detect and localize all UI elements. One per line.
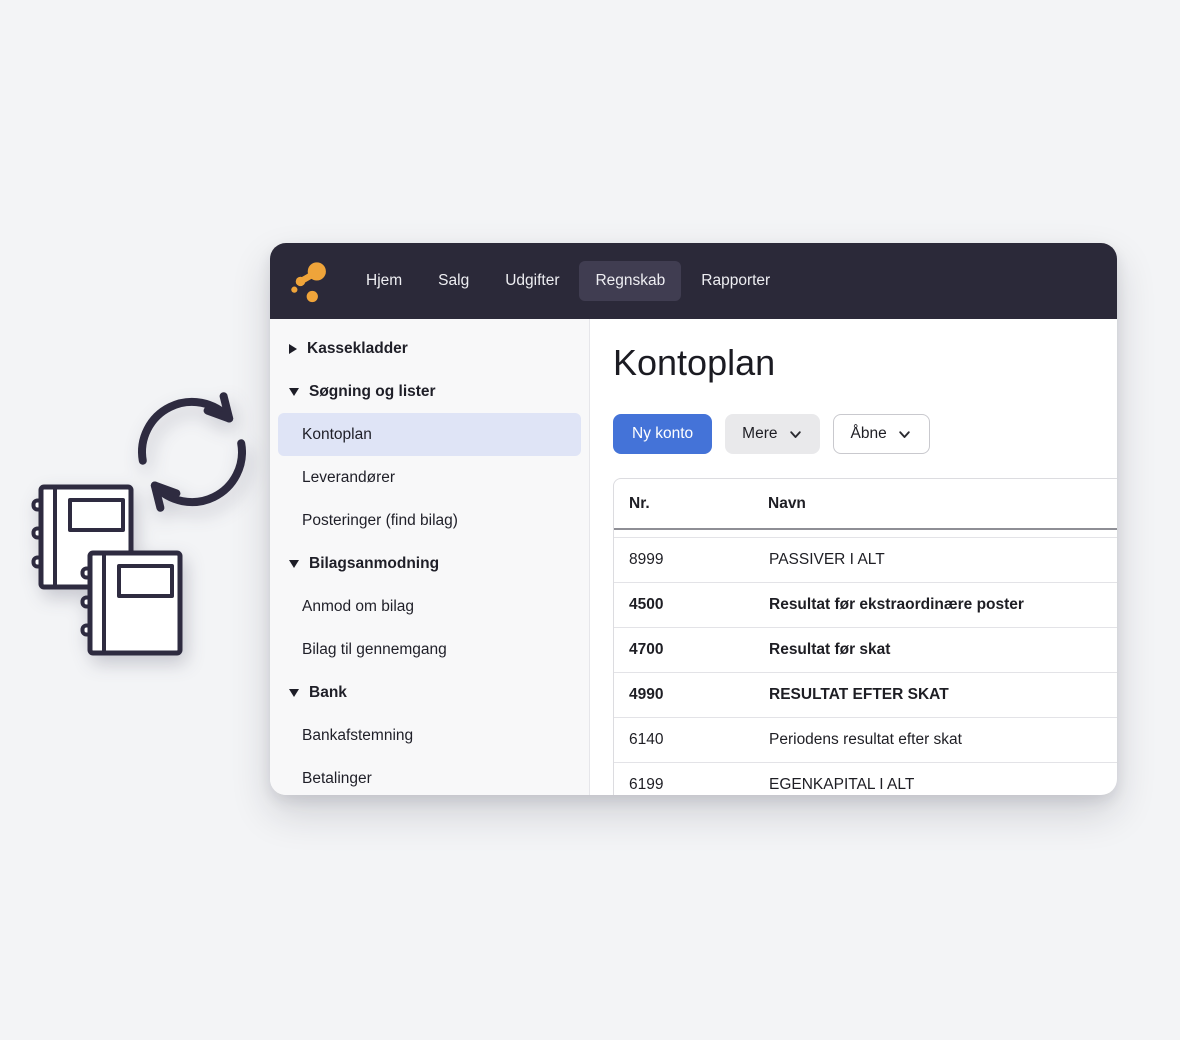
open-button-label: Åbne	[850, 425, 887, 442]
nav-item-salg[interactable]: Salg	[438, 272, 470, 289]
chevron-down-icon	[898, 430, 910, 438]
triangle-down-icon	[289, 559, 299, 568]
nav-item-regnskab[interactable]: Regnskab	[579, 261, 682, 301]
sidebar-item-leverandører[interactable]: Leverandører	[278, 456, 581, 499]
triangle-down-icon	[289, 387, 299, 396]
account-row-6140[interactable]: 6140 Periodens resultat efter skat	[614, 717, 1117, 763]
sync-arrows-icon	[138, 392, 246, 512]
account-number-cell: 4990	[614, 672, 768, 718]
new-account-button[interactable]: Ny konto	[613, 414, 713, 454]
sidebar-item-label: Bilagsanmodning	[309, 554, 440, 572]
accounts-table: Nr. Navn 8999 PASSIVER I ALT 4500 Resultat …	[613, 478, 1117, 795]
sync-notebooks-illustration	[28, 390, 253, 665]
account-row-8999[interactable]: 8999 PASSIVER I ALT	[614, 537, 1117, 583]
accounts-table-body: 8999 PASSIVER I ALT 4500 Resultat før ekstr…	[614, 529, 1117, 795]
sidebar-item-label: Leverandører	[302, 468, 396, 486]
account-name-cell: PASSIVER I ALT	[768, 537, 1117, 583]
account-name-cell: EGENKAPITAL I ALT	[768, 762, 1117, 795]
sidebar-item-posteringer-find-bilag[interactable]: Posteringer (find bilag)	[278, 499, 581, 542]
more-button[interactable]: Mere	[725, 414, 820, 454]
sidebar-item-label: Anmod om bilag	[302, 597, 415, 615]
sidebar-item-label: Bank	[309, 683, 347, 701]
triangle-down-icon	[289, 688, 299, 697]
account-name-cell: Periodens resultat efter skat	[768, 717, 1117, 763]
sidebar-item-label: Betalinger	[302, 769, 372, 787]
nav-item-hjem[interactable]: Hjem	[366, 272, 403, 289]
sidebar-item-label: Søgning og lister	[309, 382, 436, 400]
sidebar-item-label: Kassekladder	[307, 339, 408, 357]
sidebar: Kassekladder Søgning og lister Kontoplan Le…	[270, 319, 590, 795]
account-name-cell: Resultat før skat	[768, 627, 1117, 673]
account-row-4990[interactable]: 4990 RESULTAT EFTER SKAT	[614, 672, 1117, 718]
sidebar-item-label: Bankafstemning	[302, 726, 414, 744]
sidebar-item-bankafstemning[interactable]: Bankafstemning	[278, 714, 581, 757]
account-name-cell: RESULTAT EFTER SKAT	[768, 672, 1117, 718]
sidebar-item-betalinger[interactable]: Betalinger	[278, 757, 581, 795]
table-partial-scrolled-row	[614, 529, 1117, 538]
more-button-label: Mere	[742, 425, 778, 442]
nav-item-rapporter[interactable]: Rapporter	[701, 272, 771, 289]
top-navbar: Hjem Salg Udgifter Regnskab Rapporter	[270, 243, 1117, 319]
sidebar-item-bank[interactable]: Bank	[278, 671, 581, 714]
column-header-nr[interactable]: Nr.	[614, 479, 768, 530]
open-button[interactable]: Åbne	[832, 414, 930, 454]
account-number-cell: 4700	[614, 627, 768, 673]
new-account-button-label: Ny konto	[632, 425, 694, 442]
account-row-4700[interactable]: 4700 Resultat før skat	[614, 627, 1117, 673]
account-name-cell: Resultat før ekstraordinære poster	[768, 582, 1117, 628]
sidebar-item-kassekladder[interactable]: Kassekladder	[278, 327, 581, 370]
sidebar-item-anmod-om-bilag[interactable]: Anmod om bilag	[278, 585, 581, 628]
chevron-down-icon	[789, 430, 801, 438]
sidebar-item-kontoplan[interactable]: Kontoplan	[278, 413, 581, 456]
column-header-navn[interactable]: Navn	[768, 479, 1117, 530]
main-content: Kontoplan Ny konto Mere Åbne	[590, 319, 1117, 795]
sidebar-item-label: Posteringer (find bilag)	[302, 511, 458, 529]
sidebar-item-bilag-til-gennemgang[interactable]: Bilag til gennemgang	[278, 628, 581, 671]
triangle-right-icon	[289, 343, 297, 354]
toolbar: Ny konto Mere Åbne	[613, 414, 1117, 454]
sidebar-item-bilagsanmodning[interactable]: Bilagsanmodning	[278, 542, 581, 585]
account-row-6199[interactable]: 6199 EGENKAPITAL I ALT	[614, 762, 1117, 795]
sidebar-item-label: Bilag til gennemgang	[302, 640, 447, 658]
app-window: Hjem Salg Udgifter Regnskab Rapporter Kassek…	[270, 243, 1117, 795]
sidebar-item-label: Kontoplan	[302, 425, 372, 443]
account-row-4500[interactable]: 4500 Resultat før ekstraordinære poster	[614, 582, 1117, 628]
table-header-row: Nr. Navn	[614, 479, 1117, 530]
main-nav: Hjem Salg Udgifter Regnskab Rapporter	[350, 261, 786, 301]
page-title: Kontoplan	[613, 342, 776, 383]
account-number-cell: 6140	[614, 717, 768, 763]
account-number-cell: 4500	[614, 582, 768, 628]
sidebar-list: Kassekladder Søgning og lister Kontoplan Le…	[278, 327, 581, 795]
account-number-cell: 8999	[614, 537, 768, 583]
account-number-cell: 6199	[614, 762, 768, 795]
sidebar-item-søgning-og-lister[interactable]: Søgning og lister	[278, 370, 581, 413]
nav-item-udgifter[interactable]: Udgifter	[505, 272, 560, 289]
notebook-back-icon	[31, 484, 134, 590]
app-logo-icon[interactable]	[290, 258, 330, 304]
notebook-front-icon	[80, 550, 183, 656]
